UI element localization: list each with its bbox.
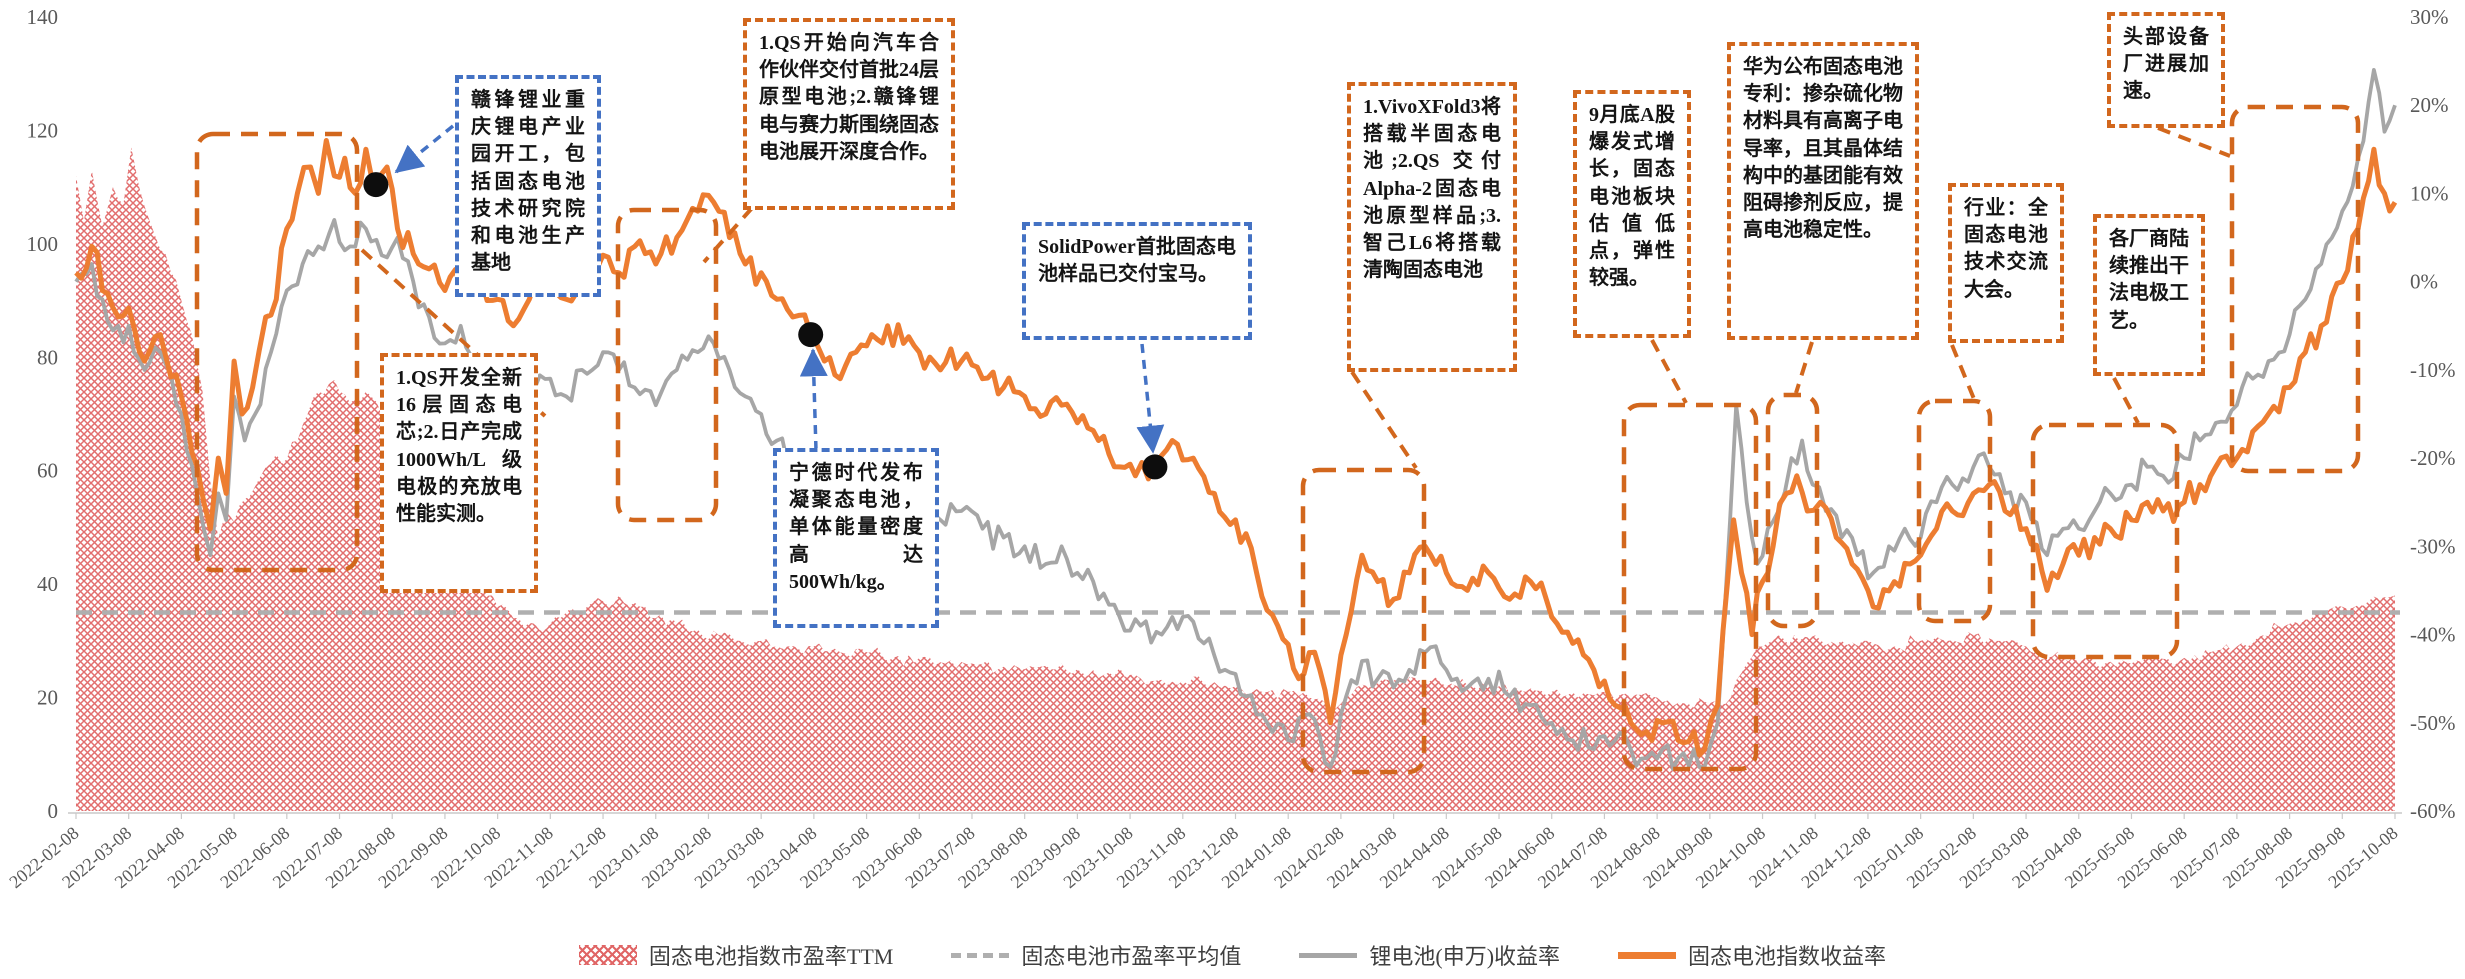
- annotation-equipment-makers: 头部设备厂进展加速。: [2107, 12, 2225, 128]
- y-tick-label: 20%: [2410, 93, 2449, 117]
- highlight-rect: [1621, 402, 1759, 772]
- event-dot: [363, 172, 389, 198]
- event-dot: [798, 322, 824, 348]
- y-tick-label: 40: [37, 572, 58, 596]
- annotation-qs-16layer: 1.QS开发全新16层固态电芯;2.日产完成1000Wh/L级电极的充放电性能实…: [380, 353, 538, 593]
- legend-label: 固态电池市盈率平均值: [1021, 944, 1242, 969]
- pe-ttm-area-series: [76, 147, 2395, 811]
- y-tick-label: 60: [37, 459, 58, 483]
- right-y-axis: 30% 20% 10% 0% -10% -20% -30% -40% -50% -60%: [2410, 5, 2456, 823]
- y-tick-label: 120: [27, 118, 59, 142]
- connector-line: [1650, 339, 1688, 404]
- annotation-qs-24layer: 1.QS开始向汽车合作伙伴交付首批24层原型电池;2.赣锋锂电与赛力斯围绕固态电…: [743, 18, 955, 210]
- connector-line: [1350, 370, 1418, 470]
- y-tick-label: 30%: [2410, 5, 2449, 29]
- y-tick-label: 20: [37, 686, 58, 710]
- annotation-ganfeng-park: 赣锋锂业重庆锂电产业园开工，包括固态电池技术研究院和电池生产基地: [455, 75, 601, 297]
- event-dots: [363, 172, 1168, 480]
- y-tick-label: -20%: [2410, 446, 2456, 470]
- highlight-rect: [1765, 392, 1820, 629]
- left-y-axis: 140 120 100 80 60 40 20 0: [27, 5, 59, 823]
- annotation-solidpower-bmw: SolidPower首批固态电池样品已交付宝马。: [1022, 222, 1252, 340]
- y-tick-label: -50%: [2410, 711, 2456, 735]
- arrow-line: [394, 124, 455, 174]
- connector-line: [1794, 341, 1814, 394]
- annotation-september-rally: 9月底A股爆发式增长，固态电池板块估值低点，弹性较强。: [1573, 90, 1691, 338]
- dashed-line-swatch-icon: [951, 952, 1010, 958]
- highlight-rect: [2229, 104, 2361, 474]
- arrow-line: [799, 348, 828, 451]
- y-tick-label: -30%: [2410, 534, 2456, 558]
- connector-line: [1950, 344, 1976, 400]
- arrow-line: [1136, 343, 1165, 454]
- connector-line: [702, 206, 754, 264]
- y-tick-label: -40%: [2410, 623, 2456, 647]
- event-arrows: [394, 124, 1165, 454]
- annotation-vivo-qs-zhiji: 1.VivoXFold3将搭载半固态电池;2.QS 交付 Alpha-2固态电池…: [1347, 82, 1517, 372]
- gray-line-swatch-icon: [1299, 952, 1358, 958]
- y-tick-label: 100: [27, 232, 59, 256]
- legend-item-pe-average: 固态电池市盈率平均值: [951, 939, 1241, 971]
- connector-line: [2157, 126, 2231, 158]
- x-axis: 2022-02-082022-03-082022-04-082022-05-08…: [5, 812, 2402, 892]
- y-tick-label: 140: [27, 5, 59, 29]
- highlight-rect: [2030, 422, 2180, 660]
- y-tick-label: 10%: [2410, 181, 2449, 205]
- legend-item-pe-ttm: 固态电池指数市盈率TTM: [578, 939, 894, 971]
- highlight-rect: [194, 131, 360, 573]
- y-tick-label: 0%: [2410, 270, 2438, 294]
- y-tick-label: -10%: [2410, 358, 2456, 382]
- legend-label: 固态电池指数市盈率TTM: [648, 944, 894, 969]
- y-tick-label: -60%: [2410, 799, 2456, 823]
- annotation-industry-conference: 行业：全固态电池技术交流大会。: [1948, 183, 2064, 343]
- annotation-huawei-patent: 华为公布固态电池专利：掺杂硫化物材料具有高离子电导率，且其晶体结构中的基团能有效…: [1727, 42, 1919, 340]
- highlight-rect: [1300, 467, 1427, 775]
- legend: 固态电池指数市盈率TTM 固态电池市盈率平均值 锂电池(申万)收益率 固态电池指…: [0, 939, 2465, 971]
- orange-line-swatch-icon: [1618, 951, 1677, 959]
- event-dot: [1142, 454, 1168, 480]
- highlight-region-rects: [194, 104, 2361, 775]
- legend-label: 固态电池指数收益率: [1688, 944, 1887, 969]
- y-tick-label: 80: [37, 345, 58, 369]
- highlight-rect: [615, 207, 719, 523]
- legend-item-lithium-return: 锂电池(申万)收益率: [1299, 939, 1560, 971]
- annotation-dry-electrode: 各厂商陆续推出干法电极工艺。: [2093, 214, 2205, 376]
- legend-item-solidstate-return: 固态电池指数收益率: [1618, 939, 1886, 971]
- highlight-rect: [1916, 398, 1993, 624]
- connector-line: [2112, 377, 2140, 424]
- hatch-swatch-icon: [578, 945, 637, 965]
- annotation-catl-condensed: 宁德时代发布凝聚态电池，单体能量密度高达500Wh/kg。: [773, 448, 939, 628]
- y-tick-label: 0: [48, 799, 59, 823]
- legend-label: 锂电池(申万)收益率: [1369, 944, 1561, 969]
